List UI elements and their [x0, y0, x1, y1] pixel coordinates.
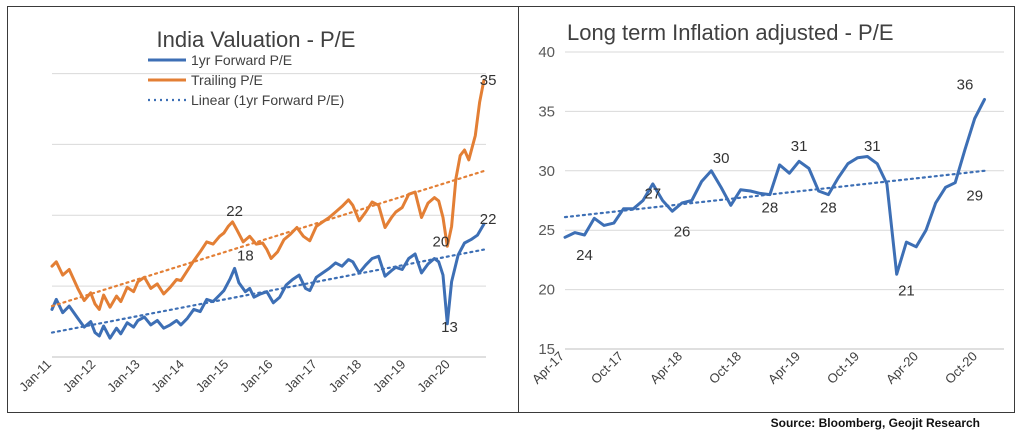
data-label: 22: [226, 203, 243, 220]
data-label: 31: [791, 138, 808, 155]
x-tick-label: Jan-17: [281, 357, 320, 396]
trendline: [50, 169, 485, 308]
series-line: [50, 78, 486, 311]
data-label: 21: [898, 283, 915, 300]
x-tick-label: Apr-20: [883, 349, 921, 387]
india-valuation-chart: Jan-11 Jan-12 Jan-13 Jan-14 Jan-15 Jan-16 Jan-…: [7, 6, 519, 413]
chart-title: Long term Inflation adjusted - P/E: [567, 20, 894, 45]
data-label: 36: [957, 77, 974, 94]
x-tick-label: Jan-16: [237, 357, 276, 396]
trendline: [50, 248, 485, 334]
y-tick-label: 30: [538, 163, 555, 180]
data-label: 29: [966, 188, 983, 205]
x-tick-label: Oct-20: [942, 349, 980, 387]
legend-label: 1yr Forward P/E: [191, 52, 292, 68]
x-tick-label: Oct-19: [824, 349, 862, 387]
x-tick-label: Jan-19: [370, 357, 409, 396]
data-label: 18: [237, 247, 254, 264]
data-label: 28: [762, 200, 779, 217]
y-tick-label: 40: [538, 44, 555, 61]
data-label: 20: [433, 233, 450, 250]
data-label: 13: [441, 319, 458, 336]
y-tick-label: 25: [538, 222, 555, 239]
x-tick-label: Oct-17: [588, 349, 626, 387]
x-tick-label: Jan-14: [148, 357, 187, 396]
y-tick-label: 20: [538, 282, 555, 299]
x-tick-label: Jan-13: [104, 357, 143, 396]
x-tick-label: Jan-11: [16, 357, 54, 395]
legend-label: Trailing P/E: [191, 72, 263, 88]
x-tick-label: Apr-19: [765, 349, 803, 387]
legend-label: Linear (1yr Forward P/E): [191, 92, 344, 108]
data-label: 30: [713, 150, 730, 167]
x-tick-label: Oct-18: [706, 349, 744, 387]
india-valuation-plot: Jan-11 Jan-12 Jan-13 Jan-14 Jan-15 Jan-16 Jan-…: [16, 27, 497, 396]
data-label: 31: [864, 138, 881, 155]
data-label: 26: [674, 223, 691, 240]
trendline: [563, 169, 986, 219]
data-label: 35: [480, 72, 497, 89]
y-tick-label: 35: [538, 103, 555, 120]
x-tick-label: Jan-18: [326, 357, 365, 396]
x-tick-label: Apr-18: [647, 349, 685, 387]
series-line: [563, 98, 986, 276]
data-label: 27: [644, 185, 661, 202]
x-tick-label: Jan-20: [414, 357, 453, 396]
chart-title: India Valuation - P/E: [157, 27, 356, 52]
x-tick-label: Jan-15: [193, 357, 232, 396]
data-label: 22: [480, 211, 497, 228]
y-tick-label: 15: [538, 341, 555, 358]
source-note: Source: Bloomberg, Geojit Research: [770, 416, 980, 430]
data-label: 24: [576, 247, 593, 264]
data-label: 28: [820, 200, 837, 217]
inflation-adjusted-pe-chart: 15 20 25 30 35 40 Apr-17 Oct-17 Apr-18 Oct-18 Apr-…: [518, 6, 1015, 413]
x-tick-label: Jan-12: [60, 357, 99, 396]
